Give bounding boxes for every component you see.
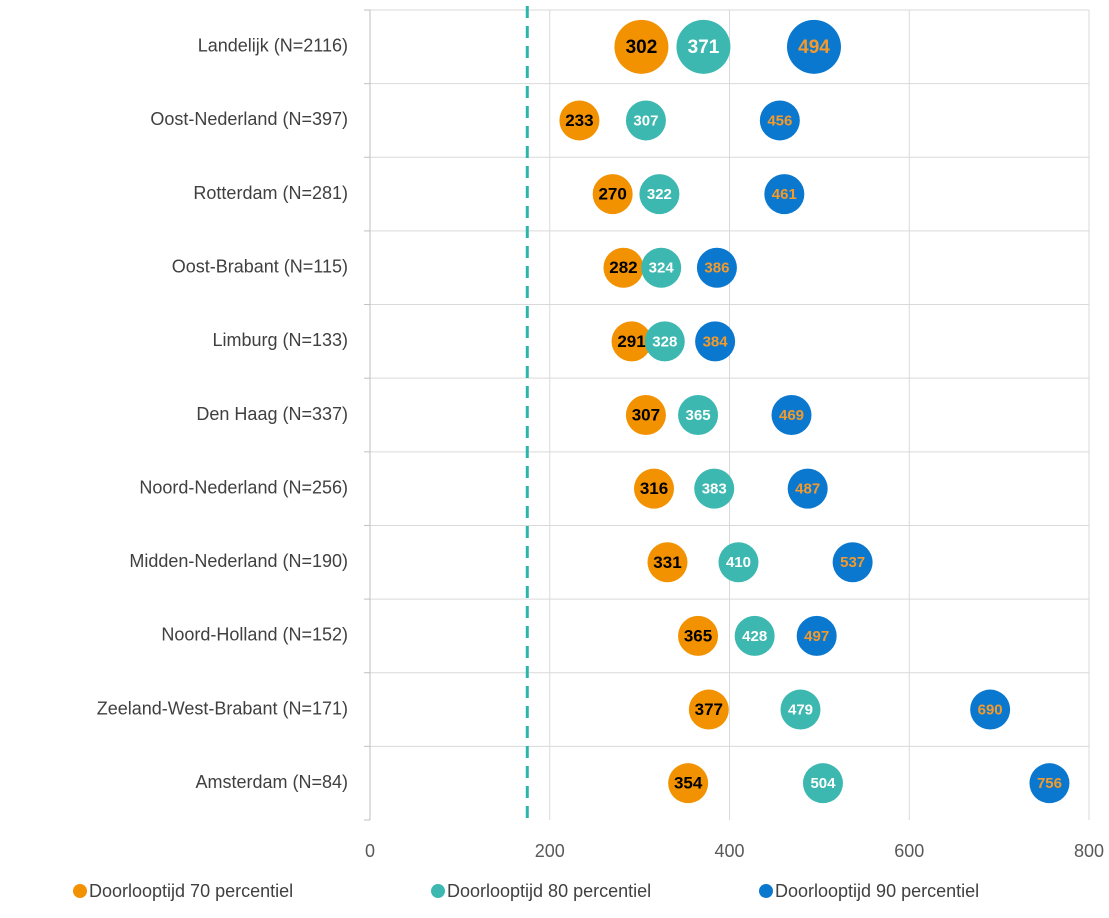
dot xyxy=(771,395,812,435)
data-label: 504 xyxy=(810,775,836,792)
y-tick-label: Oost-Brabant (N=115) xyxy=(172,256,348,276)
x-tick-label: 200 xyxy=(535,841,565,861)
y-tick-label: Zeeland-West-Brabant (N=171) xyxy=(97,698,348,718)
dot xyxy=(734,615,775,656)
data-label: 322 xyxy=(647,186,672,203)
dot xyxy=(802,763,843,804)
dot xyxy=(625,395,666,435)
data-label: 756 xyxy=(1037,775,1062,792)
y-tick-label: Den Haag (N=337) xyxy=(196,404,348,424)
data-label: 270 xyxy=(598,185,626,204)
data-label: 428 xyxy=(742,628,767,645)
dot xyxy=(676,19,731,74)
dot xyxy=(696,247,737,288)
data-label: 410 xyxy=(726,554,751,571)
legend-label: Doorlooptijd 70 percentiel xyxy=(89,881,293,901)
data-label: 324 xyxy=(649,260,675,277)
dot xyxy=(678,615,719,656)
legend-marker xyxy=(759,884,773,898)
data-label: 494 xyxy=(798,37,830,58)
dot xyxy=(625,100,666,141)
data-label: 316 xyxy=(640,479,668,498)
data-label: 383 xyxy=(702,481,727,498)
data-label: 365 xyxy=(684,626,712,645)
y-tick-label: Limburg (N=133) xyxy=(212,330,348,350)
data-label: 386 xyxy=(704,260,729,277)
data-label: 461 xyxy=(772,186,797,203)
data-label: 377 xyxy=(695,700,723,719)
dot xyxy=(718,542,759,583)
data-label: 354 xyxy=(674,774,703,793)
y-tick-label: Rotterdam (N=281) xyxy=(193,183,348,203)
y-tick-label: Noord-Nederland (N=256) xyxy=(139,477,348,497)
dot xyxy=(832,542,873,583)
dot xyxy=(634,468,675,509)
data-label: 307 xyxy=(632,405,660,424)
dot xyxy=(688,689,729,730)
data-label: 537 xyxy=(840,554,865,571)
y-tick-label: Midden-Nederland (N=190) xyxy=(129,551,348,571)
dot xyxy=(780,689,821,730)
dot xyxy=(639,174,680,215)
dot xyxy=(787,468,828,509)
data-label: 291 xyxy=(617,332,645,351)
y-tick-label: Oost-Nederland (N=397) xyxy=(150,109,348,129)
dot xyxy=(759,100,800,141)
dot xyxy=(592,174,633,215)
dot xyxy=(559,100,600,141)
x-tick-label: 800 xyxy=(1074,841,1104,861)
x-tick-label: 0 xyxy=(365,841,375,861)
x-tick-label: 400 xyxy=(714,841,744,861)
dot xyxy=(644,321,685,362)
legend-marker xyxy=(73,884,87,898)
dot xyxy=(603,247,644,288)
dot xyxy=(694,468,735,509)
dot xyxy=(764,174,805,215)
data-label: 456 xyxy=(767,112,792,129)
y-tick-label: Amsterdam (N=84) xyxy=(195,772,348,792)
legend-label: Doorlooptijd 90 percentiel xyxy=(775,881,979,901)
y-tick-label: Noord-Holland (N=152) xyxy=(161,625,348,645)
legend-marker xyxy=(431,884,445,898)
data-label: 302 xyxy=(626,37,658,58)
data-label: 690 xyxy=(978,702,1003,719)
y-tick-label: Landelijk (N=2116) xyxy=(198,36,348,56)
data-label: 487 xyxy=(795,481,820,498)
data-label: 371 xyxy=(688,37,720,58)
data-label: 331 xyxy=(653,553,681,572)
dot xyxy=(641,247,682,288)
data-label: 307 xyxy=(633,112,658,129)
dot xyxy=(611,321,652,362)
dot xyxy=(1029,763,1070,804)
dot xyxy=(796,615,837,656)
dot xyxy=(695,321,736,362)
dot xyxy=(668,763,709,804)
dot xyxy=(786,19,841,74)
dot xyxy=(647,542,688,583)
data-label: 469 xyxy=(779,407,804,424)
data-label: 497 xyxy=(804,628,829,645)
dot xyxy=(970,689,1011,730)
dot xyxy=(614,19,669,74)
data-label: 233 xyxy=(565,111,593,130)
x-tick-label: 600 xyxy=(894,841,924,861)
dot xyxy=(678,395,719,435)
legend-label: Doorlooptijd 80 percentiel xyxy=(447,881,651,901)
data-label: 479 xyxy=(788,702,813,719)
data-label: 282 xyxy=(609,258,637,277)
data-label: 328 xyxy=(652,333,677,350)
data-label: 365 xyxy=(686,407,711,424)
data-label: 384 xyxy=(703,333,729,350)
